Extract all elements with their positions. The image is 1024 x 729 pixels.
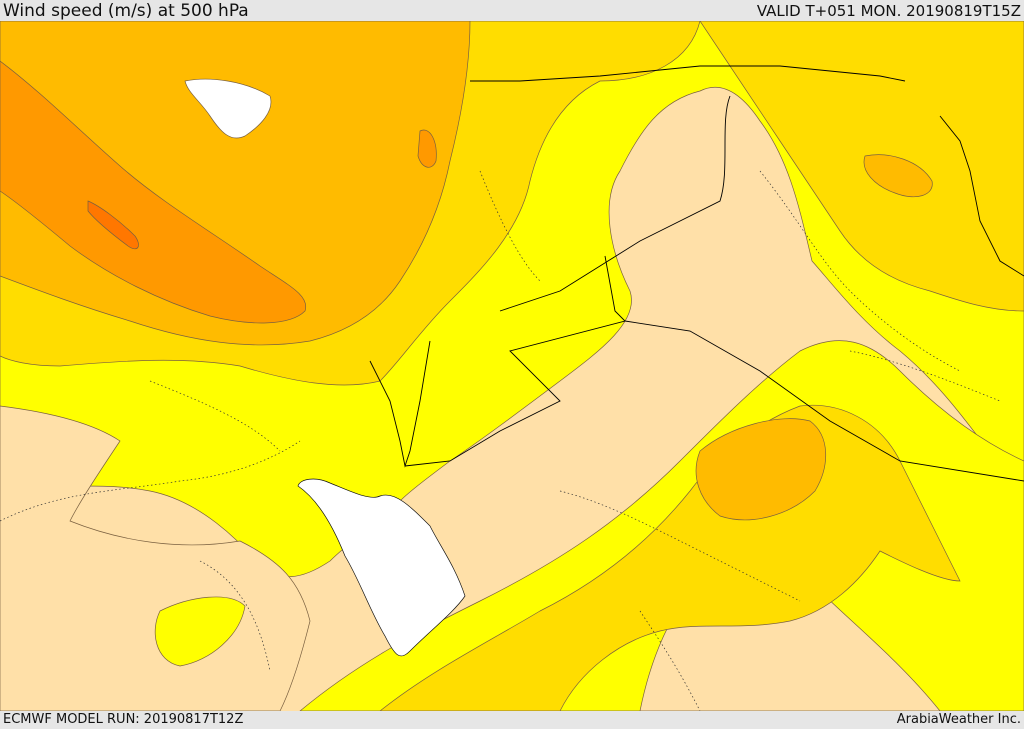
wind-blob-b [863,154,933,198]
wind-band-level-3-se [695,418,826,521]
header-bar [0,0,1024,21]
wind-blob-a [417,129,437,168]
wind-core-level-5 [87,200,139,250]
map-title: Wind speed (m/s) at 500 hPa [3,1,249,21]
footer-bar [0,711,1024,729]
wind-patch-yellow-sw [154,596,246,667]
country-borders [369,65,1024,482]
valid-time-label: VALID T+051 MON. 20190819T15Z [756,2,1021,20]
low-wind-patch-west [0,405,311,711]
credit-label: ArabiaWeather Inc. [896,712,1021,727]
model-run-label: ECMWF MODEL RUN: 20190817T12Z [3,712,244,727]
wind-speed-map [0,21,1024,711]
province-borders [0,170,1001,711]
red-sea-mask [297,478,466,657]
wind-band-level-2-ne [699,21,1024,312]
anatolia-mask [184,78,272,139]
wind-band-level-4-west [0,60,307,324]
